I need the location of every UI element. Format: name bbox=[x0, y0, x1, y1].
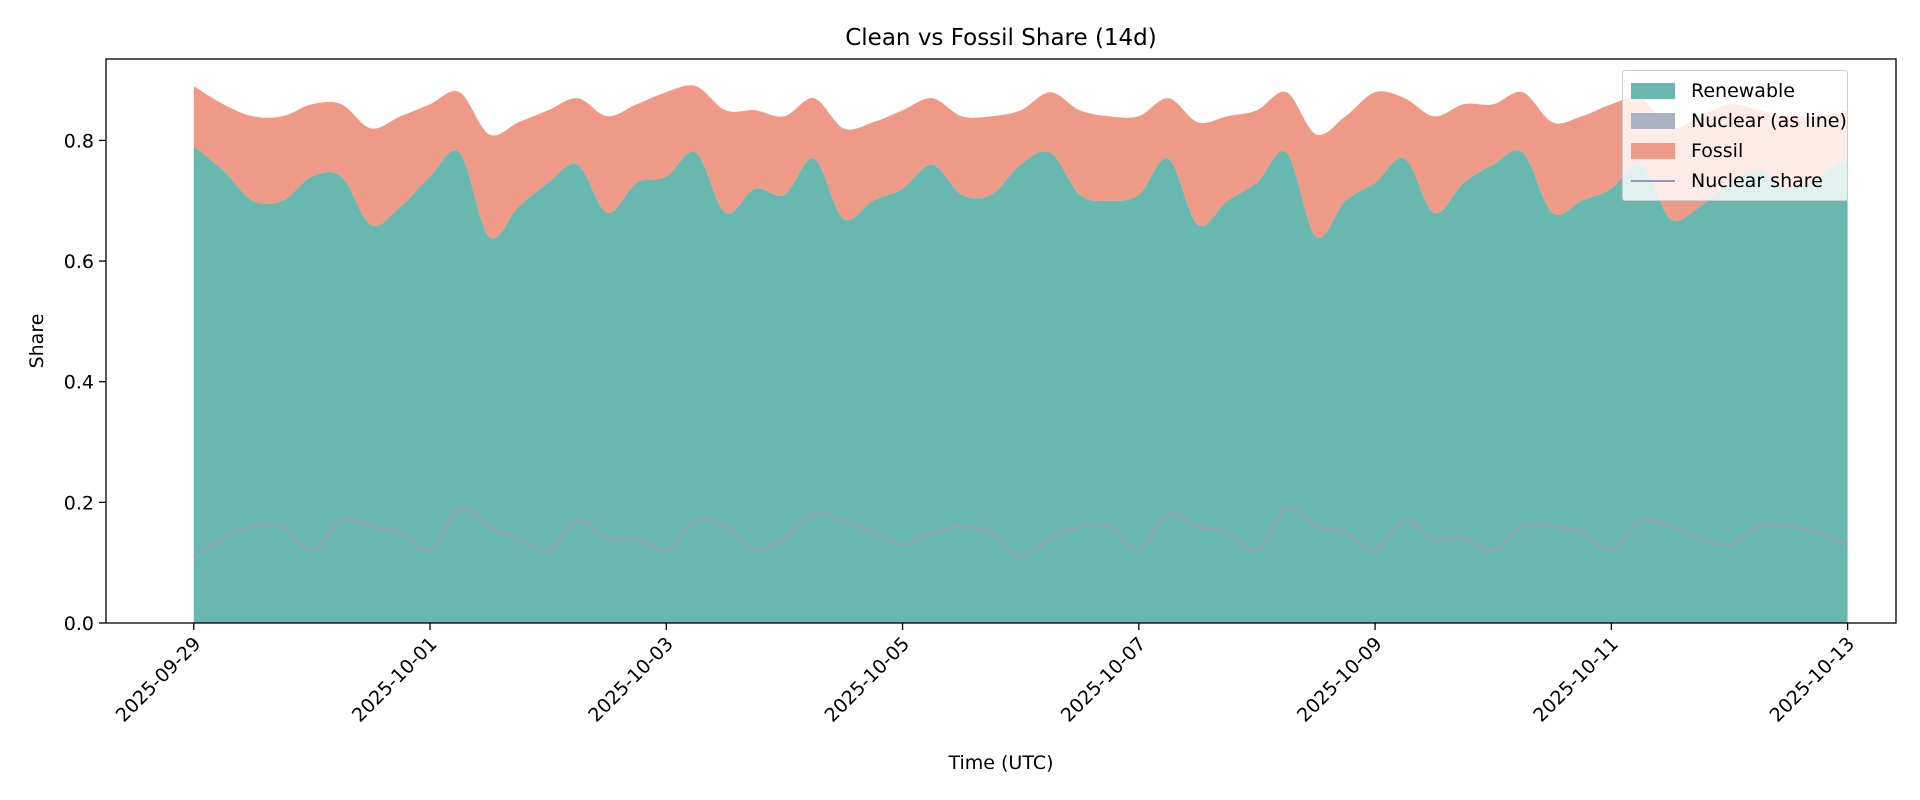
legend-label-fossil: Fossil bbox=[1691, 140, 1744, 162]
legend-label-nuclear-area: Nuclear (as line) bbox=[1691, 110, 1847, 132]
y-tick-label: 0.2 bbox=[64, 492, 94, 514]
x-tick-label: 2025-10-13 bbox=[1765, 633, 1859, 727]
x-tick-label: 2025-10-03 bbox=[584, 633, 678, 727]
legend-item-renewable: Renewable bbox=[1631, 79, 1795, 103]
legend-item-fossil: Fossil bbox=[1631, 139, 1743, 163]
renewable-area bbox=[193, 146, 1848, 623]
legend-swatch-nuclear-area bbox=[1631, 113, 1675, 129]
legend: Renewable Nuclear (as line) Fossil Nucle… bbox=[1622, 70, 1848, 201]
chart-title: Clean vs Fossil Share (14d) bbox=[845, 25, 1157, 51]
legend-item-nuclear-share: Nuclear share bbox=[1631, 169, 1823, 193]
x-axis-label: Time (UTC) bbox=[947, 752, 1053, 774]
fossil-area bbox=[193, 85, 1848, 239]
x-tick-label: 2025-10-05 bbox=[820, 633, 914, 727]
legend-swatch-fossil bbox=[1631, 143, 1675, 159]
y-tick-label: 0.8 bbox=[64, 130, 94, 152]
x-tick-label: 2025-10-01 bbox=[348, 633, 442, 727]
legend-line-nuclear-share bbox=[1631, 180, 1675, 182]
x-tick-label: 2025-10-09 bbox=[1293, 633, 1387, 727]
y-tick-label: 0.6 bbox=[64, 251, 94, 273]
line-layer bbox=[193, 506, 1849, 558]
legend-item-nuclear-area: Nuclear (as line) bbox=[1631, 109, 1847, 133]
x-axis: 2025-09-29 2025-10-01 2025-10-03 2025-10-05… bbox=[112, 623, 1859, 727]
x-tick-label: 2025-10-11 bbox=[1529, 633, 1623, 727]
y-tick-label: 0.0 bbox=[64, 613, 94, 635]
y-axis-label: Share bbox=[26, 314, 48, 369]
legend-swatch-renewable bbox=[1631, 83, 1675, 99]
nuclear-share-line bbox=[193, 506, 1849, 558]
legend-label-renewable: Renewable bbox=[1691, 80, 1795, 102]
legend-label-nuclear-share: Nuclear share bbox=[1691, 170, 1823, 192]
area-layer bbox=[193, 85, 1848, 623]
plot-frame bbox=[105, 58, 1897, 624]
x-tick-label: 2025-10-07 bbox=[1057, 633, 1151, 727]
x-tick-label: 2025-09-29 bbox=[112, 633, 206, 727]
y-tick-label: 0.4 bbox=[64, 372, 94, 394]
y-axis: 0.0 0.2 0.4 0.6 0.8 bbox=[64, 130, 106, 635]
